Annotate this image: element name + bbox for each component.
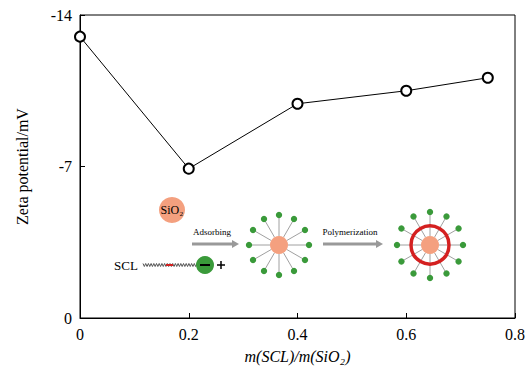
svg-text:0: 0 [64,310,72,327]
svg-text:0.2: 0.2 [179,326,199,343]
svg-text:SCL: SCL [114,258,138,273]
svg-text:Polymerization: Polymerization [323,227,378,237]
svg-text:m(SCL)/m(SiO₂): m(SCL)/m(SiO₂) [245,348,351,366]
svg-text:0: 0 [76,326,84,343]
svg-text:-14: -14 [51,7,72,24]
svg-text:0.6: 0.6 [396,326,416,343]
svg-text:SiO₂: SiO₂ [161,203,184,217]
svg-text:Adsorbing: Adsorbing [193,227,231,237]
svg-text:Zeta potential/mV: Zeta potential/mV [14,108,32,225]
svg-text:-7: -7 [59,158,72,175]
svg-text:0.8: 0.8 [505,326,525,343]
svg-text:0.4: 0.4 [288,326,308,343]
